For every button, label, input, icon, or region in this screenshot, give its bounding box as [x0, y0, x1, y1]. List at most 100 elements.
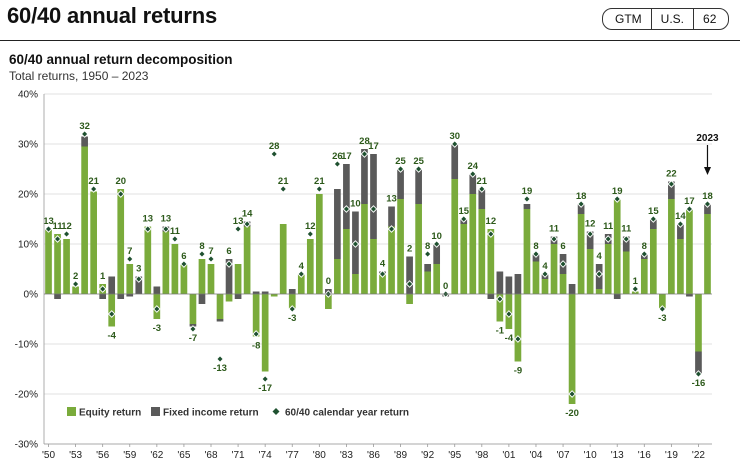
- total-return-marker: [423, 250, 432, 258]
- y-tick-label: -20%: [15, 390, 38, 401]
- total-return-marker: [676, 220, 685, 228]
- fixed-income-bar: [577, 204, 585, 214]
- total-return-marker: [125, 255, 134, 263]
- total-return-marker: [180, 260, 188, 268]
- fixed-income-bar: [99, 294, 107, 299]
- total-return-marker: [685, 205, 694, 213]
- data-label: 19: [612, 186, 623, 197]
- total-return-marker: [270, 150, 279, 158]
- equity-bar: [81, 146, 88, 294]
- data-label: 12: [305, 221, 316, 232]
- fixed-income-bar: [451, 144, 459, 179]
- chart-title: 60/40 annual return decomposition: [9, 52, 233, 67]
- legend-equity-label: Equity return: [79, 408, 141, 419]
- data-label: 32: [79, 121, 90, 132]
- x-tick-label: '01: [502, 450, 515, 461]
- fixed-income-bar: [198, 294, 206, 304]
- fixed-income-bar: [505, 276, 513, 294]
- equity-bar: [216, 294, 224, 319]
- total-return-marker: [532, 250, 540, 258]
- total-return-marker: [62, 230, 71, 238]
- equity-bar: [45, 229, 52, 294]
- data-label: 4: [299, 261, 305, 272]
- data-label: 17: [368, 141, 379, 152]
- equity-bar: [370, 239, 377, 294]
- data-label: 7: [208, 246, 213, 257]
- data-label: 7: [127, 246, 132, 257]
- x-tick-label: '07: [557, 450, 570, 461]
- data-label: -9: [514, 366, 522, 377]
- fixed-income-bar: [677, 224, 684, 239]
- equity-bar: [514, 294, 522, 362]
- equity-bar: [306, 239, 314, 294]
- total-return-marker: [134, 275, 143, 283]
- data-label: 18: [702, 191, 713, 202]
- total-return-marker: [550, 235, 558, 243]
- data-label: -4: [505, 333, 514, 344]
- fixed-income-bar: [343, 164, 350, 229]
- data-label: 11: [549, 224, 560, 235]
- data-label: 4: [380, 259, 386, 270]
- total-return-marker: [459, 215, 468, 223]
- fixed-income-bar: [568, 284, 576, 294]
- equity-bar: [424, 271, 431, 294]
- x-tick-label: '68: [204, 450, 217, 461]
- legend-fixed-income-label: Fixed income return: [163, 408, 259, 419]
- x-tick-label: '89: [394, 450, 407, 461]
- total-return-marker: [153, 305, 161, 313]
- total-return-marker: [234, 225, 242, 233]
- total-return-marker: [477, 185, 486, 193]
- fixed-income-bar: [514, 274, 522, 294]
- data-label: 10: [350, 199, 361, 210]
- equity-bar: [189, 294, 197, 324]
- fixed-income-bar: [153, 286, 161, 294]
- total-return-marker: [189, 325, 197, 333]
- data-label: 21: [88, 176, 99, 187]
- fixed-income-bar: [288, 289, 296, 294]
- total-return-marker: [613, 195, 622, 203]
- legend-total-marker: [272, 408, 280, 415]
- y-tick-label: 10%: [18, 240, 38, 251]
- equity-bar: [288, 294, 296, 309]
- fixed-income-bar: [469, 174, 477, 194]
- fixed-income-bar: [415, 169, 422, 204]
- fixed-income-bar: [613, 294, 621, 299]
- x-tick-label: '16: [638, 450, 651, 461]
- total-return-marker: [369, 205, 378, 213]
- fixed-income-bar: [695, 351, 702, 374]
- data-label: -20: [565, 408, 579, 419]
- total-return-marker: [89, 185, 98, 193]
- total-return-marker: [71, 280, 80, 288]
- equity-bar: [379, 274, 386, 294]
- equity-bar: [559, 274, 567, 294]
- equity-bar: [577, 214, 585, 294]
- x-tick-label: '59: [123, 450, 136, 461]
- x-tick-label: '83: [340, 450, 353, 461]
- fixed-income-bar: [686, 294, 693, 297]
- equity-bar: [406, 294, 413, 304]
- legend-equity-swatch: [67, 407, 76, 416]
- total-return-marker: [360, 150, 369, 158]
- data-label: 13: [43, 216, 54, 227]
- data-label: -17: [258, 383, 272, 394]
- data-label: 4: [597, 251, 603, 262]
- total-return-marker: [207, 255, 215, 263]
- x-tick-label: '56: [96, 450, 109, 461]
- data-label: -7: [189, 333, 197, 344]
- equity-bar: [261, 294, 269, 372]
- page-title: 60/40 annual returns: [7, 3, 217, 28]
- data-label: 19: [522, 186, 533, 197]
- equity-bar: [388, 226, 395, 294]
- equity-bar: [568, 294, 576, 404]
- fixed-income-bar: [388, 206, 395, 227]
- total-return-marker: [107, 310, 116, 318]
- data-label: 14: [242, 209, 253, 220]
- equity-bar: [550, 244, 558, 294]
- equity-bar: [198, 259, 206, 294]
- total-return-marker: [216, 355, 224, 363]
- total-return-marker: [297, 270, 306, 278]
- equity-bar: [315, 194, 323, 294]
- total-return-marker: [604, 235, 613, 243]
- x-tick-label: '04: [529, 450, 542, 461]
- page-badge: GTM U.S. 62: [602, 8, 730, 30]
